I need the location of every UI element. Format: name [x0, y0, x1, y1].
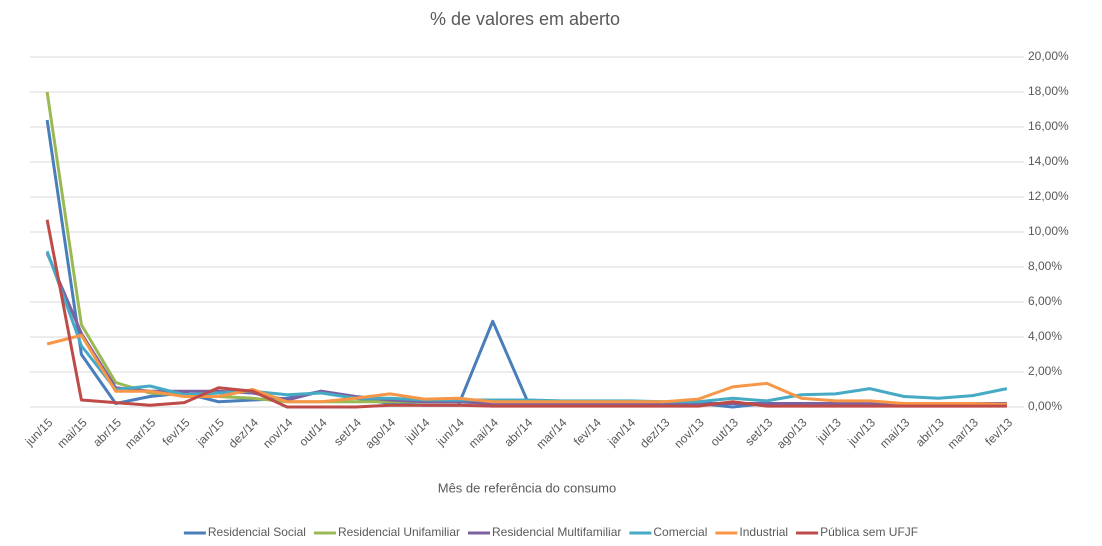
series-line — [45, 252, 1007, 405]
x-tick-label: fev/13 — [982, 415, 1015, 448]
x-tick-label: abr/13 — [913, 415, 947, 449]
x-tick-label: jun/13 — [844, 415, 878, 449]
y-tick-label: 0,00% — [1028, 399, 1062, 413]
x-tick-label: mai/13 — [877, 415, 913, 451]
legend-item: Pública sem UFJF — [796, 525, 918, 539]
x-tick-label: ago/13 — [774, 415, 810, 451]
x-tick-label: dez/14 — [226, 415, 262, 451]
legend-label: Residencial Unifamiliar — [338, 525, 460, 539]
y-tick-label: 12,00% — [1028, 189, 1069, 203]
x-tick-label: nov/14 — [260, 415, 296, 451]
x-axis-label: Mês de referência do consumo — [438, 480, 616, 495]
y-tick-label: 6,00% — [1028, 294, 1062, 308]
y-tick-label: 10,00% — [1028, 224, 1069, 238]
series-line — [45, 219, 1007, 409]
legend-item: Residencial Multifamiliar — [467, 525, 621, 539]
x-tick-label: set/13 — [742, 415, 775, 448]
legend-item: Industrial — [715, 525, 788, 539]
y-tick-label: 16,00% — [1028, 119, 1069, 133]
x-tick-label: mar/14 — [533, 415, 570, 452]
series-line — [45, 119, 1007, 409]
x-tick-label: jun/15 — [22, 415, 56, 449]
x-tick-label: mai/14 — [466, 415, 502, 451]
chart-title: % de valores em aberto — [430, 9, 620, 29]
legend-label: Pública sem UFJF — [820, 525, 918, 539]
legend-label: Residencial Multifamiliar — [492, 525, 621, 539]
legend-label: Industrial — [739, 525, 788, 539]
x-tick-label: abr/14 — [501, 415, 535, 449]
legend-item: Comercial — [629, 525, 707, 539]
x-tick-label: jan/14 — [604, 415, 638, 449]
y-tick-label: 2,00% — [1028, 364, 1062, 378]
series-line — [46, 333, 1007, 406]
legend-label: Comercial — [653, 525, 707, 539]
y-tick-label: 14,00% — [1028, 154, 1069, 168]
series-line — [45, 91, 1007, 405]
y-tick-label: 18,00% — [1028, 84, 1069, 98]
x-tick-label: fev/15 — [160, 415, 193, 448]
legend-item: Residencial Unifamiliar — [313, 525, 460, 539]
x-tick-label: dez/13 — [637, 415, 673, 451]
x-tick-label: mar/13 — [945, 415, 982, 452]
x-tick-label: fev/14 — [571, 415, 604, 448]
y-tick-label: 4,00% — [1028, 329, 1062, 343]
x-tick-label: jul/14 — [402, 415, 433, 446]
series-line — [45, 250, 1008, 404]
x-tick-label: jan/15 — [193, 415, 227, 449]
x-tick-label: jul/13 — [813, 415, 844, 446]
x-tick-label: out/14 — [296, 415, 330, 449]
x-tick-label: mar/15 — [122, 415, 159, 452]
legend-item: Residencial Social — [183, 525, 306, 539]
legend-label: Residencial Social — [208, 525, 306, 539]
x-tick-label: out/13 — [708, 415, 742, 449]
y-tick-label: 8,00% — [1028, 259, 1062, 273]
x-tick-label: jun/14 — [433, 415, 467, 449]
x-tick-label: mai/15 — [54, 415, 90, 451]
x-tick-label: set/14 — [331, 415, 364, 448]
x-tick-label: abr/15 — [90, 415, 124, 449]
y-tick-label: 20,00% — [1028, 49, 1069, 63]
x-tick-label: nov/13 — [671, 415, 707, 451]
x-tick-label: ago/14 — [362, 415, 398, 451]
